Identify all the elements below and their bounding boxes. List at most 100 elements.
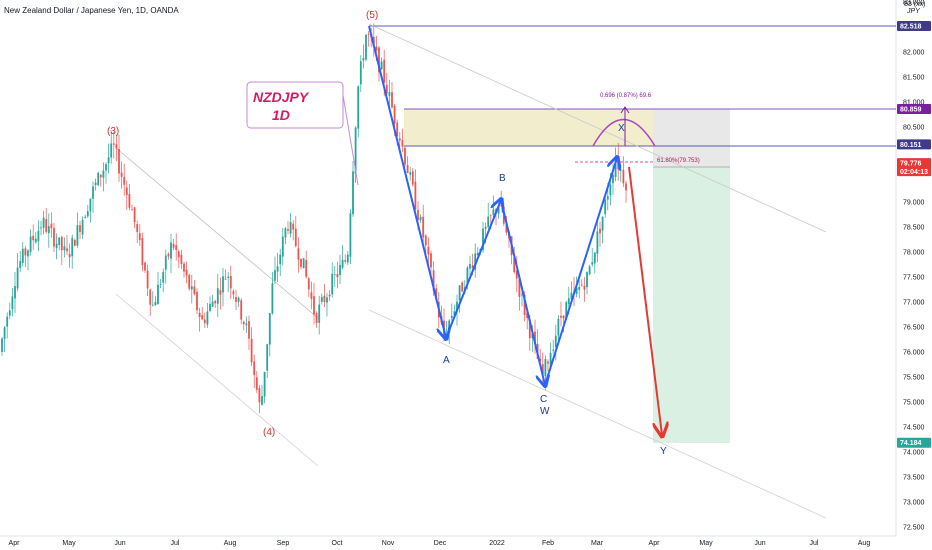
candle-body xyxy=(518,279,521,297)
x-tick-label: Jul xyxy=(171,540,180,547)
x-tick-label: Feb xyxy=(542,540,554,547)
candle-body xyxy=(133,207,136,223)
candle-body xyxy=(513,257,516,272)
candle-body xyxy=(229,275,232,289)
callout-timeframe: 1D xyxy=(272,107,290,123)
candle-body xyxy=(567,298,570,305)
resistance-zone xyxy=(404,109,653,146)
candle-body xyxy=(323,295,326,302)
price-label-text: 74.184 xyxy=(900,440,922,447)
x-tick-label: Apr xyxy=(649,540,661,547)
y-tick-label: 75.500 xyxy=(903,374,925,381)
target-zone xyxy=(653,167,730,443)
candle-body xyxy=(375,46,378,51)
candle-body xyxy=(341,259,344,268)
price-label-text: 82.518 xyxy=(900,24,922,31)
candle-body xyxy=(248,321,250,339)
candle-body xyxy=(419,216,422,221)
candle-body xyxy=(487,216,490,227)
candle-body xyxy=(435,288,438,300)
pattern-label-X: X xyxy=(618,123,625,134)
candle-body xyxy=(414,181,417,210)
candle-body xyxy=(492,209,495,215)
candle-body xyxy=(107,157,110,164)
candle-body xyxy=(102,170,105,178)
candle-body xyxy=(209,303,211,311)
candle-body xyxy=(489,215,492,217)
candle-body xyxy=(120,172,123,177)
candle-body xyxy=(586,272,588,288)
candle-body xyxy=(16,267,19,289)
candle-body xyxy=(547,361,549,364)
candle-body xyxy=(266,344,269,371)
candle-body xyxy=(333,274,336,276)
y-tick-label: 74.500 xyxy=(903,424,925,431)
price-label-box xyxy=(897,21,931,31)
candle-body xyxy=(177,251,180,258)
candle-body xyxy=(29,236,32,253)
candle-body xyxy=(352,171,354,215)
leg-C-to-X xyxy=(544,158,617,386)
candle-body xyxy=(427,246,430,255)
candle-body xyxy=(242,321,245,325)
candle-body xyxy=(562,315,565,319)
candle-body xyxy=(284,228,287,238)
leg-B-to-C xyxy=(500,199,545,385)
candle-body xyxy=(258,388,261,403)
price-label-countdown: 02:04:13 xyxy=(900,169,928,176)
candle-body xyxy=(339,264,341,276)
candle-body xyxy=(206,311,209,325)
candle-body xyxy=(128,194,131,208)
candle-body xyxy=(149,289,152,305)
candle-body xyxy=(385,84,388,94)
candle-body xyxy=(253,361,256,375)
x-tick-label: 2022 xyxy=(489,540,505,547)
pattern-label-Y: Y xyxy=(660,446,667,457)
candle-body xyxy=(141,237,144,266)
candle-body xyxy=(359,61,362,85)
candle-body xyxy=(292,223,295,230)
candle-body xyxy=(222,276,224,293)
candle-body xyxy=(131,209,133,211)
candle-body xyxy=(565,302,568,320)
candle-body xyxy=(255,377,258,390)
candle-body xyxy=(294,228,297,247)
x-tick-label: May xyxy=(62,540,76,547)
candle-body xyxy=(424,235,427,246)
candle-body xyxy=(94,182,97,186)
y-tick-label: 78.500 xyxy=(903,224,925,231)
candle-body xyxy=(601,216,604,231)
candle-body xyxy=(326,297,328,303)
candle-body xyxy=(188,274,191,289)
price-axis[interactable]: 83 (xx) JPY xyxy=(895,0,925,536)
candle-body xyxy=(3,327,6,339)
candle-body xyxy=(66,248,68,252)
candle-body xyxy=(521,294,523,296)
candle-body xyxy=(396,122,399,137)
candle-body xyxy=(27,250,29,257)
candle-body xyxy=(575,287,578,294)
candle-body xyxy=(235,297,237,302)
candle-body xyxy=(378,47,380,73)
candle-body xyxy=(8,310,11,316)
price-label-box xyxy=(897,103,931,114)
candle-body xyxy=(34,238,37,243)
x-tick-label: Aug xyxy=(858,540,871,547)
candle-body xyxy=(354,127,357,174)
candle-body xyxy=(159,284,162,285)
candle-body xyxy=(318,304,321,323)
candle-body xyxy=(268,313,271,345)
x-tick-label: May xyxy=(699,540,713,547)
trendline-upper-right xyxy=(368,23,827,233)
candle-body xyxy=(11,296,14,310)
candle-body xyxy=(123,176,126,185)
pattern-label-B: B xyxy=(499,173,506,184)
candle-body xyxy=(32,235,35,241)
candle-body xyxy=(1,338,3,352)
candles xyxy=(1,23,627,414)
y-tick-label: 82.000 xyxy=(903,49,925,56)
price-label-text: 79.776 xyxy=(900,161,922,168)
candle-body xyxy=(240,300,243,320)
